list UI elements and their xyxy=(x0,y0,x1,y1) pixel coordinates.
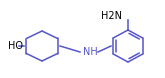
Text: H2N: H2N xyxy=(101,11,122,21)
Text: HO: HO xyxy=(8,41,23,51)
Text: NH: NH xyxy=(83,47,97,57)
